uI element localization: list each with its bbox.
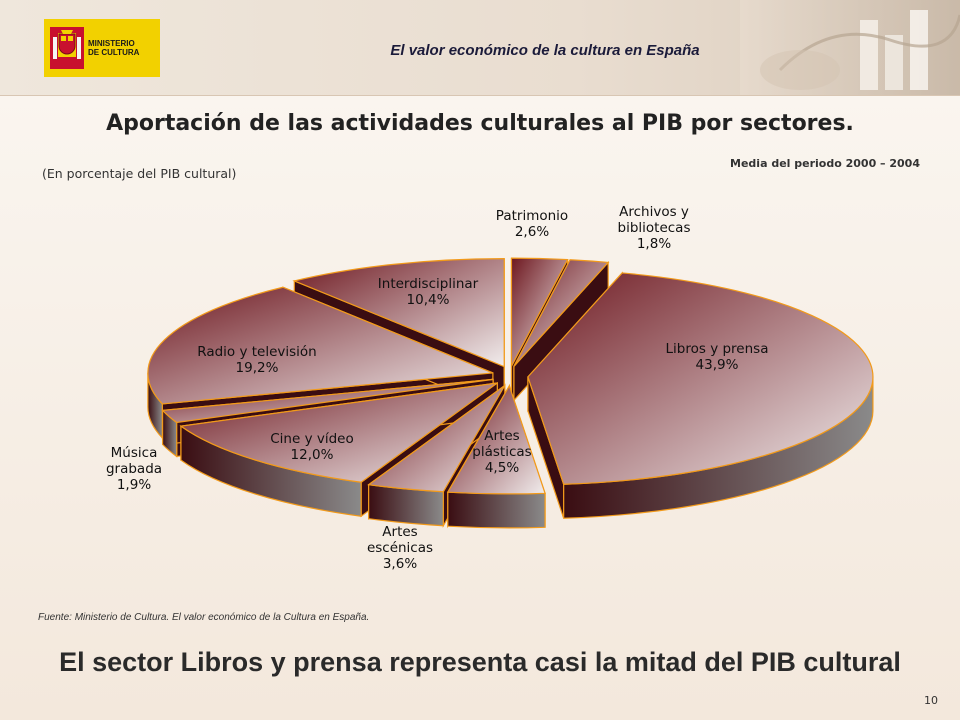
conclusion-text: El sector Libros y prensa representa cas… bbox=[59, 647, 901, 677]
source-note: Fuente: Ministerio de Cultura. El valor … bbox=[38, 612, 370, 623]
header-bar: MINISTERIO DE CULTURA El valor económico… bbox=[0, 0, 960, 96]
slice-label-6: Música grabada 1,9% bbox=[106, 445, 162, 493]
period-note: Media del periodo 2000 – 2004 bbox=[730, 157, 920, 170]
pie-slice-artes-plasticas bbox=[446, 383, 546, 529]
slice-label-7: Radio y televisión 19,2% bbox=[197, 344, 317, 376]
pie-slice-libros-y-prensa bbox=[527, 271, 874, 519]
slide-title: Aportación de las actividades culturales… bbox=[106, 111, 854, 136]
slice-label-3: Artes plásticas 4,5% bbox=[472, 428, 531, 476]
coat-of-arms-icon bbox=[50, 27, 84, 69]
slice-label-1: Archivos y bibliotecas 1,8% bbox=[618, 204, 691, 252]
presentation-title: El valor económico de la cultura en Espa… bbox=[390, 42, 700, 59]
pie-chart: Patrimonio 2,6% Archivos y bibliotecas 1,8% L… bbox=[106, 204, 874, 572]
slice-label-0: Patrimonio 2,6% bbox=[496, 208, 568, 240]
logo-line-1: MINISTERIO bbox=[88, 39, 135, 48]
decorative-chart-image bbox=[740, 0, 960, 95]
logo-text: MINISTERIO DE CULTURA bbox=[88, 39, 139, 57]
unit-note: (En porcentaje del PIB cultural) bbox=[42, 166, 237, 181]
ministry-logo: MINISTERIO DE CULTURA bbox=[44, 19, 160, 77]
slice-label-2: Libros y prensa 43,9% bbox=[666, 341, 769, 373]
slice-label-5: Cine y vídeo 12,0% bbox=[270, 431, 354, 463]
logo-line-2: DE CULTURA bbox=[88, 48, 140, 57]
slice-label-4: Artes escénicas 3,6% bbox=[367, 524, 433, 572]
slice-label-8: Interdisciplinar 10,4% bbox=[378, 276, 479, 308]
page-number: 10 bbox=[924, 694, 938, 707]
